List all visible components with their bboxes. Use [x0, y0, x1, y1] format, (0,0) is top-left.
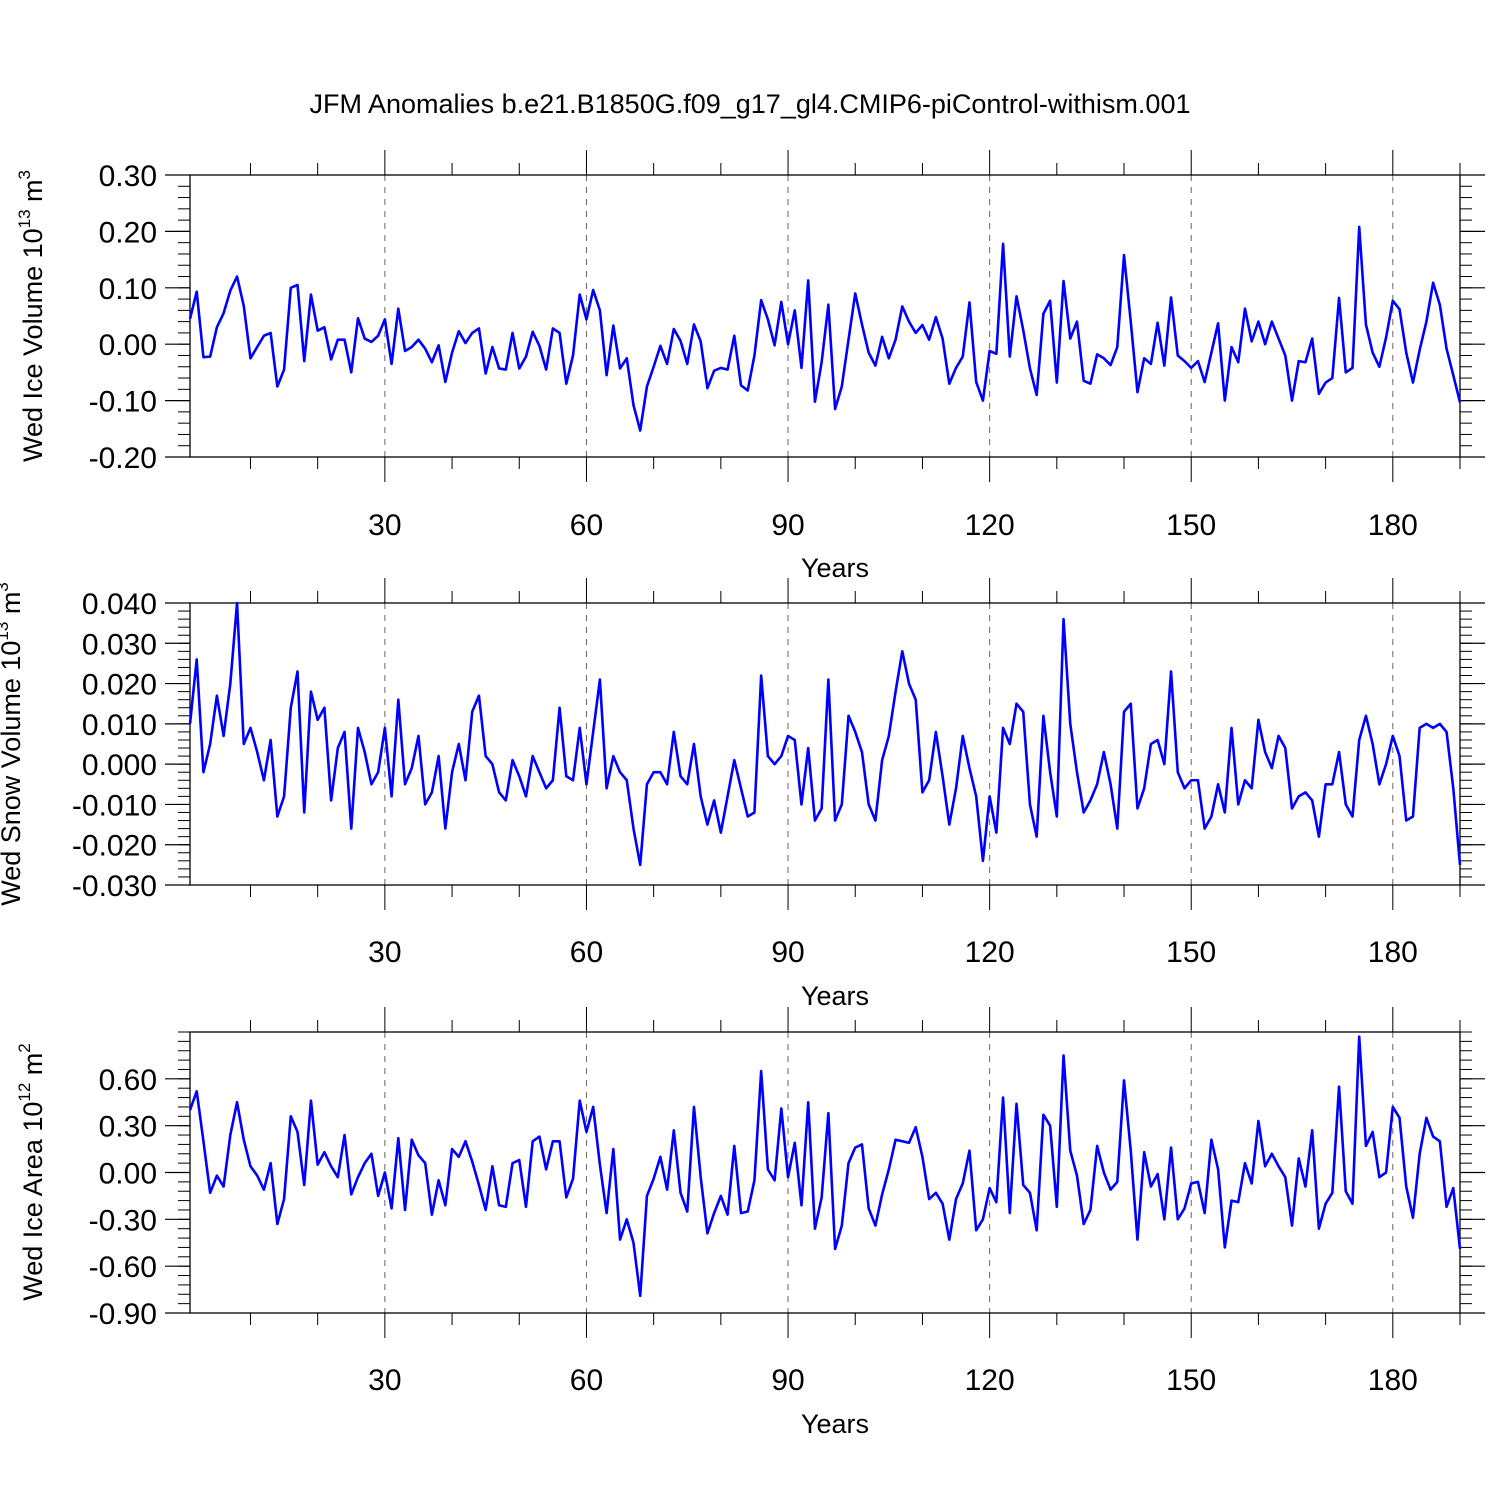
y-axis-title: Wed Snow Volume 1013 m3: [0, 582, 26, 906]
x-tick-label: 30: [368, 936, 401, 969]
x-tick-label: 120: [965, 1364, 1015, 1397]
plot-frame: [189, 174, 1461, 458]
x-tick-label: 180: [1368, 936, 1418, 969]
y-tick-label: 0.000: [82, 749, 157, 782]
x-tick-label: 90: [771, 936, 804, 969]
series-line: [188, 1035, 1462, 1298]
x-axis-title: Years: [801, 553, 869, 583]
x-tick-label: 180: [1368, 509, 1418, 542]
x-axis-title: Years: [801, 1409, 869, 1439]
x-tick-label: 90: [771, 509, 804, 542]
x-tick-label: 150: [1166, 1364, 1216, 1397]
y-tick-label: -0.010: [72, 789, 157, 822]
x-axis-title: Years: [801, 981, 869, 1011]
x-tick-label: 120: [965, 936, 1015, 969]
y-tick-label: 0.00: [99, 329, 157, 362]
panel-2: -0.030 -0.020 -0.010 0.000 0.010 0.020 0.030 0.…: [0, 578, 1485, 1011]
x-tick-label: 120: [965, 509, 1015, 542]
y-tick-label: -0.90: [89, 1298, 157, 1331]
y-tick-label: 0.30: [99, 1111, 157, 1144]
panel-1: -0.20 -0.10 0.00 0.10 0.20 0.30 30 60 90 120 150 18…: [15, 150, 1485, 583]
y-tick-label: 0.030: [82, 628, 157, 661]
y-tick-label: 0.30: [99, 160, 157, 193]
x-tick-label: 60: [570, 1364, 603, 1397]
y-tick-label: 0.010: [82, 709, 157, 742]
x-tick-label: 180: [1368, 1364, 1418, 1397]
y-tick-label: 0.00: [99, 1158, 157, 1191]
y-tick-label: -0.30: [89, 1204, 157, 1237]
y-axis-title: Wed Ice Area 1012 m2: [15, 1043, 48, 1301]
series-line: [188, 225, 1462, 432]
panel-3: -0.90 -0.60 -0.30 0.00 0.30 0.60 30 60 90 120 150 1…: [15, 1007, 1485, 1439]
y-tick-label: 0.040: [82, 588, 157, 621]
plot-frame: [189, 1031, 1461, 1314]
x-tick-label: 60: [570, 509, 603, 542]
x-tick-label: 90: [771, 1364, 804, 1397]
x-tick-label: 30: [368, 1364, 401, 1397]
plot-frame: [189, 602, 1461, 886]
chart-title: JFM Anomalies b.e21.B1850G.f09_g17_gl4.C…: [310, 89, 1191, 119]
y-tick-label: 0.20: [99, 216, 157, 249]
y-tick-label: 0.60: [99, 1064, 157, 1097]
x-tick-label: 150: [1166, 936, 1216, 969]
y-tick-label: -0.020: [72, 830, 157, 863]
y-tick-label: 0.10: [99, 273, 157, 306]
x-tick-label: 30: [368, 509, 401, 542]
y-tick-label: 0.020: [82, 669, 157, 702]
y-axis-title: Wed Ice Volume 1013 m3: [15, 170, 48, 462]
y-tick-label: -0.10: [89, 386, 157, 419]
x-tick-label: 60: [570, 936, 603, 969]
y-tick-label: -0.60: [89, 1251, 157, 1284]
y-tick-label: -0.20: [89, 442, 157, 475]
series-line: [188, 601, 1462, 867]
x-tick-label: 150: [1166, 509, 1216, 542]
y-tick-label: -0.030: [72, 870, 157, 903]
